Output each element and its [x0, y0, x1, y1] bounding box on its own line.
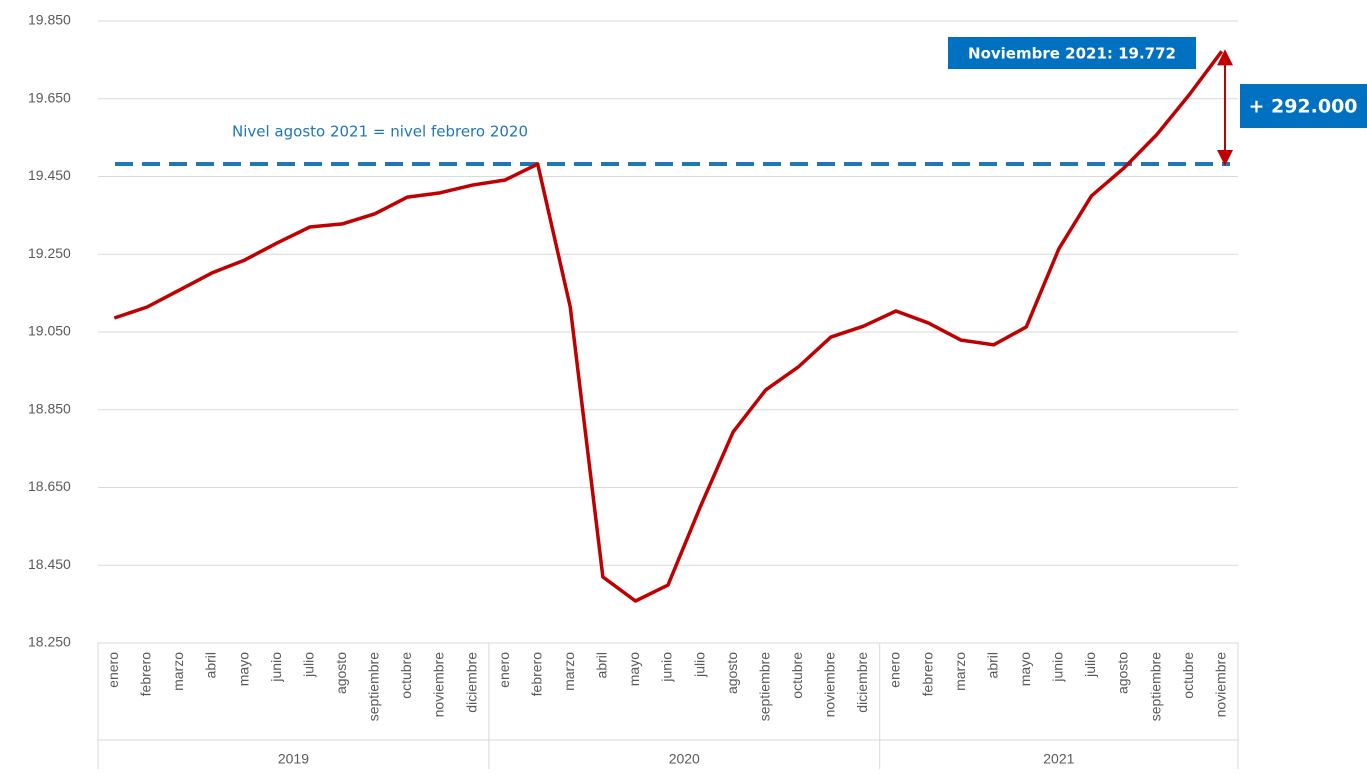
x-tick-label: abril	[203, 652, 219, 678]
x-tick-label: septiembre	[756, 652, 772, 721]
x-tick-label: febrero	[528, 652, 544, 697]
x-tick-label: noviembre	[1212, 652, 1228, 718]
x-tick-label: noviembre	[822, 652, 838, 718]
annotation-box	[948, 37, 1196, 69]
x-tick-label: octubre	[1180, 652, 1196, 699]
x-tick-label: agosto	[333, 652, 349, 694]
annotation-label: + 292.000	[1248, 96, 1357, 118]
group-label: 2021	[1043, 751, 1074, 767]
y-tick-label: 19.450	[28, 167, 71, 183]
x-tick-label: noviembre	[431, 652, 447, 718]
x-tick-label: febrero	[919, 652, 935, 697]
x-tick-label: julio	[1082, 652, 1098, 678]
x-tick-label: marzo	[170, 652, 186, 691]
x-tick-label: septiembre	[366, 652, 382, 721]
y-tick-label: 19.050	[28, 323, 71, 339]
y-tick-label: 19.850	[28, 12, 71, 28]
x-tick-label: mayo	[235, 652, 251, 686]
x-tick-label: abril	[594, 652, 610, 678]
x-tick-label: agosto	[724, 652, 740, 694]
x-tick-label: marzo	[952, 652, 968, 691]
x-tick-label: junio	[268, 652, 284, 683]
x-tick-label: enero	[496, 652, 512, 688]
annotation-box	[1240, 84, 1367, 128]
x-tick-label: junio	[659, 652, 675, 683]
x-tick-label: octubre	[789, 652, 805, 699]
x-tick-label: agosto	[1115, 652, 1131, 694]
y-tick-label: 18.850	[28, 400, 71, 416]
x-tick-label: enero	[887, 652, 903, 688]
x-tick-label: diciembre	[854, 652, 870, 713]
x-tick-label: diciembre	[463, 652, 479, 713]
x-tick-label: mayo	[626, 652, 642, 686]
x-tick-label: octubre	[398, 652, 414, 699]
x-tick-label: julio	[691, 652, 707, 678]
x-tick-label: abril	[984, 652, 1000, 678]
x-tick-label: mayo	[1017, 652, 1033, 686]
reference-label: Nivel agosto 2021 = nivel febrero 2020	[232, 123, 528, 141]
x-tick-label: febrero	[138, 652, 154, 697]
x-tick-label: enero	[105, 652, 121, 688]
x-tick-label: marzo	[561, 652, 577, 691]
x-tick-label: junio	[1050, 652, 1066, 683]
y-tick-label: 18.250	[28, 634, 71, 650]
y-tick-label: 18.650	[28, 478, 71, 494]
x-tick-label: julio	[300, 652, 316, 678]
y-tick-label: 19.650	[28, 89, 71, 105]
line-series	[113, 50, 1224, 603]
y-tick-label: 19.250	[28, 245, 71, 261]
x-tick-label: septiembre	[1147, 652, 1163, 721]
group-label: 2019	[278, 751, 309, 767]
group-label: 2020	[669, 751, 700, 767]
annotation-label: Noviembre 2021: 19.772	[968, 45, 1176, 63]
y-tick-label: 18.450	[28, 556, 71, 572]
